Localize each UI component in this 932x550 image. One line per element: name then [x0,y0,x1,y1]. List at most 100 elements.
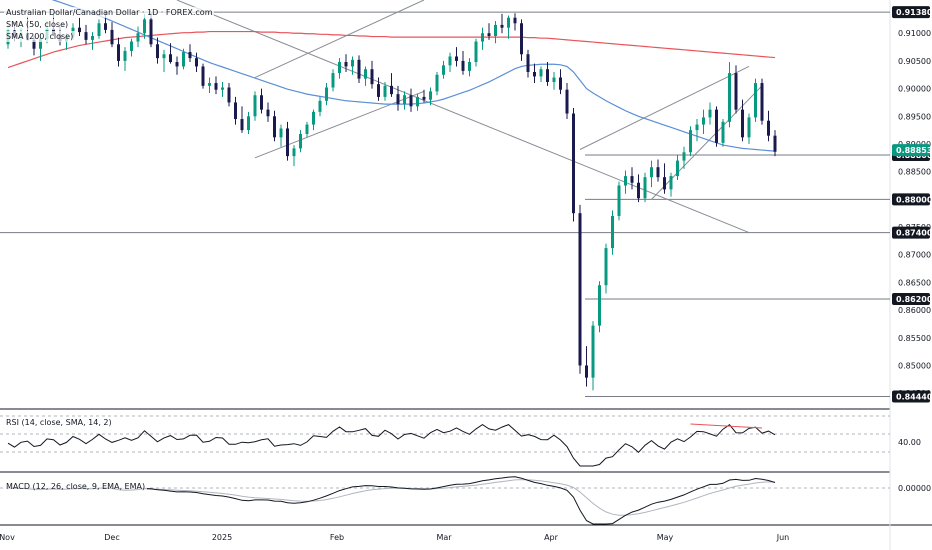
price-tick-label: 0.86500 [898,278,931,287]
candle-body [214,83,218,90]
sma200-legend[interactable]: SMA (200, close) [4,31,76,42]
candle-body [162,54,166,59]
candle [422,89,426,103]
candle [773,130,777,157]
price-level-tag: 0.87400 [892,226,932,239]
candle-body [110,29,114,45]
trendline [651,85,763,200]
candle [578,204,582,374]
candle [351,56,354,75]
candle-body [383,85,387,97]
candle-body [325,87,328,101]
candle-body [604,248,608,286]
candle [429,87,432,106]
price-level-tag-bg [892,293,930,306]
candle [78,17,81,36]
candle [663,163,666,194]
price-level-tag: 0.86200 [892,293,932,306]
drawings-layer [0,0,890,397]
candle [676,155,679,180]
candle-body [84,32,88,40]
candle [695,119,699,142]
candle-body [305,124,309,135]
candle [338,58,341,79]
candle-body [422,96,426,100]
price-level-tag-bg [892,226,930,239]
candle [195,52,198,72]
candle-body [630,176,634,183]
rsi-trendline [690,423,763,429]
sma50-legend[interactable]: SMA (50, close) [4,19,71,30]
candle-body [370,69,374,85]
trendline [254,0,425,78]
candle-body [682,152,686,161]
candle-body [650,167,653,178]
time-axis-label: Jun [776,533,790,542]
candle-body [669,176,673,190]
candle-body [351,59,354,67]
candle-body [117,44,120,61]
candle [253,91,257,121]
candle [182,48,185,70]
time-axis[interactable]: Nov Dec 2025 Feb Mar Apr May Jun [0,533,789,542]
candle [292,145,296,167]
candle-body [533,71,536,77]
trendline [254,90,425,159]
candle [266,102,270,122]
candle-body [494,24,497,36]
candle-body [143,19,146,34]
candle-body [266,109,270,117]
candle [299,130,302,153]
candle-body [760,83,764,121]
candle [520,19,523,61]
price-tick-label: 0.87000 [898,251,931,260]
candle [273,110,276,142]
candle-body [520,23,523,55]
time-axis-label: Feb [330,533,344,542]
candle-body [247,116,250,131]
candle [221,81,224,97]
candle-body [637,182,640,199]
candle-body [455,56,458,61]
candle-body [734,73,738,110]
candle-body [474,41,478,63]
candle-body [585,365,588,378]
macd-legend[interactable]: MACD (12, 26, close, 9, EMA, EMA) [4,481,148,492]
candle-body [136,33,140,42]
candle [403,91,406,110]
time-axis-label: Nov [0,533,15,542]
candle [533,63,536,84]
candle [585,346,588,387]
candle-body [624,176,627,186]
candle [754,78,757,122]
candle [390,73,393,97]
candle-body [279,128,283,138]
price-level-tag: 0.88000 [892,193,932,206]
candle [110,22,114,48]
rsi-legend[interactable]: RSI (14, close, SMA, 14, 2) [4,417,114,428]
time-axis-label: 2025 [212,533,232,542]
candle [123,47,127,71]
candle-body [721,121,725,143]
candle [188,44,192,63]
candle [396,85,400,111]
candle-body [507,17,510,28]
candle [117,37,120,67]
candle [136,26,140,48]
candle-body [572,113,575,214]
candle-body [539,69,543,77]
candle [468,58,471,77]
candle [624,170,627,194]
moving-averages [7,0,776,152]
candle-body [175,62,179,67]
candle-body [552,77,556,82]
candle-body [377,84,380,97]
candle [572,107,575,222]
candle-body [728,73,731,122]
price-level-tag: 0.84440 [892,390,932,403]
candle [162,49,166,72]
candle-body [591,325,595,378]
candle-body [357,59,361,79]
price-axis[interactable]: 0.910000.905000.900000.895000.890000.885… [892,6,932,403]
